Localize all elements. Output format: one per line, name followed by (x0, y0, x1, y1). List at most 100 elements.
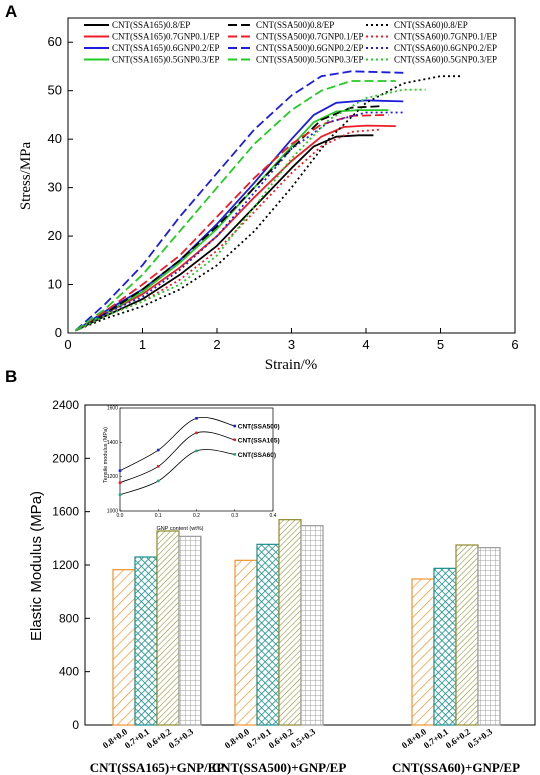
x-tick-label: 0 (64, 337, 71, 352)
inset-x-tick-label: 0.3 (231, 513, 238, 519)
x-tick-label: 6 (511, 337, 518, 352)
inset-point (118, 493, 122, 496)
bar (112, 569, 136, 726)
group-label: CNT(SSA500)+GNP/EP (212, 760, 347, 775)
series-line (75, 99, 404, 332)
legend-label: CNT(SSA60)0.7GNP0.1/EP (394, 32, 497, 42)
legend-a: CNT(SSA165)0.8/EP CNT(SSA165)0.7GNP0.1/EP… (84, 20, 497, 65)
y-axis-title: Stress/MPa (18, 141, 34, 210)
inset-background (119, 407, 274, 512)
bar-label: 0.5+0.3 (167, 726, 196, 750)
series-line (74, 70, 404, 332)
series-line (75, 114, 389, 332)
y-tick-label: 2400 (52, 398, 79, 412)
y-tick-label: 30 (48, 180, 62, 195)
group-label: CNT(SSA165)+GNP/EP (90, 760, 225, 775)
series-line (75, 75, 463, 332)
x-tick-label: 4 (362, 337, 369, 352)
bar (234, 559, 258, 726)
bar (278, 519, 302, 726)
inset-series-label: CNT(SSA165) (238, 437, 280, 444)
legend-label: CNT(SSA500)0.5GNP0.3/EP (256, 55, 364, 65)
legend-label: CNT(SSA165)0.7GNP0.1/EP (112, 32, 220, 42)
series-line (74, 80, 396, 332)
inset-point (195, 417, 198, 420)
legend-label: CNT(SSA165)0.5GNP0.3/EP (112, 55, 220, 65)
inset-fit-curve (119, 417, 235, 472)
inset-point (156, 465, 160, 468)
inset-lines: CNT(SSA500) CNT(SSA165) CNT(SSA60) (118, 417, 280, 496)
bar (300, 525, 324, 726)
y-tick-label: 0 (72, 718, 79, 732)
inset-point (156, 479, 160, 483)
inset-point (233, 424, 237, 428)
y-tick-label: 20 (48, 228, 62, 243)
inset-point (195, 449, 198, 453)
legend-label: CNT(SSA60)0.6GNP0.2/EP (394, 43, 497, 53)
bar-labels-b: 0.8+0.00.7+0.10.6+0.20.5+0.3CNT(SSA165)+… (90, 726, 520, 775)
inset-x-tick-label: 0.0 (117, 513, 124, 519)
x-tick-label: 3 (288, 337, 295, 352)
legend-label: CNT(SSA60)0.5GNP0.3/EP (394, 55, 497, 65)
inset-x-tick-label: 0.1 (155, 513, 162, 519)
inset-y-tick-label: 1000 (107, 509, 118, 515)
inset-point (233, 438, 237, 442)
bar (178, 535, 202, 726)
x-axis-title: Strain/% (265, 357, 318, 373)
bar (477, 547, 501, 726)
y-tick-label: 1600 (52, 505, 79, 519)
y-tick-label: 0 (55, 325, 62, 340)
panel-a-letter: A (5, 2, 17, 21)
inset-series-label: CNT(SSA60) (238, 452, 276, 459)
panel-b-letter: B (5, 367, 17, 386)
inset-x-tick-label: 0.2 (193, 513, 200, 519)
inset-fit-curve (119, 431, 235, 484)
inset-y-tick-label: 1400 (107, 440, 118, 446)
inset-point (195, 431, 198, 435)
y-tick-label: 60 (48, 34, 62, 49)
modulus-bar-chart: 0 400 800 1200 1600 2000 2400 0.8+0.00.7+0.10.… (28, 398, 536, 775)
legend-label: CNT(SSA165)0.6GNP0.2/EP (112, 43, 220, 53)
bar (433, 567, 457, 726)
bar (455, 544, 479, 726)
x-tick-label: 1 (139, 337, 146, 352)
series-line (75, 124, 396, 332)
y-tick-label: 10 (48, 277, 62, 292)
y-tick-label: 40 (48, 131, 62, 146)
inset-x-tick-label: 0.4 (270, 513, 277, 519)
series-lines-a (74, 70, 463, 332)
legend-label: CNT(SSA60)0.8/EP (394, 20, 468, 30)
inset-y-axis-title: Tensile modulus (MPa) (103, 427, 109, 483)
y-tick-label: 400 (59, 665, 79, 679)
inset-fit-curve (119, 449, 235, 496)
inset-axes: 0.0 0.1 0.2 0.3 0.4 1000 1200 1400 1600 (107, 406, 277, 520)
y-tick-label: 1200 (52, 558, 79, 572)
bar (256, 543, 280, 726)
legend-label: CNT(SSA500)0.7GNP0.1/EP (256, 32, 364, 42)
inset-point (233, 453, 237, 456)
plot-frame-a (67, 17, 516, 334)
y-tick-label: 800 (59, 611, 79, 625)
inset-x-axis-title: GNP content (wt%) (157, 526, 204, 532)
bar (156, 530, 180, 726)
inset-series-label: CNT(SSA500) (238, 424, 280, 431)
x-tick-label: 5 (437, 337, 444, 352)
bar-label: 0.5+0.3 (289, 726, 318, 750)
series-line (75, 109, 389, 332)
inset-y-tick-label: 1600 (107, 406, 118, 412)
y-tick-label: 50 (48, 83, 62, 98)
inset-chart: 0.0 0.1 0.2 0.3 0.4 1000 1200 1400 1600 CNT(SSA5… (103, 406, 280, 533)
bar (411, 578, 435, 726)
legend-label: CNT(SSA500)0.6GNP0.2/EP (256, 43, 364, 53)
inset-point (156, 448, 160, 452)
series-line (75, 111, 404, 332)
x-tick-label: 2 (213, 337, 220, 352)
inset-point (118, 481, 122, 484)
axes-b: 0 400 800 1200 1600 2000 2400 (52, 398, 90, 732)
group-label: CNT(SSA60)+GNP/EP (392, 760, 520, 775)
y-axis-title-b: Elastic Modulus (MPa) (28, 491, 45, 641)
legend-label: CNT(SSA500)0.8/EP (256, 20, 334, 30)
